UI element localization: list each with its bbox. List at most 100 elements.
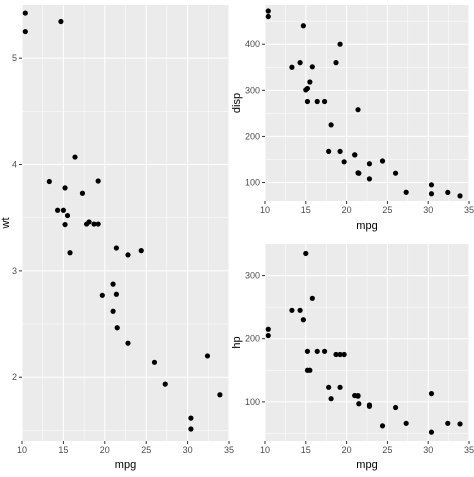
- data-point: [114, 325, 120, 331]
- data-point: [379, 423, 386, 429]
- x-tick-label: 10: [260, 205, 270, 215]
- data-point: [297, 60, 303, 66]
- data-point: [113, 245, 119, 251]
- x-tick-label: 10: [260, 445, 270, 455]
- data-point: [326, 384, 332, 390]
- data-point: [341, 159, 347, 165]
- x-tick-label: 15: [301, 445, 311, 455]
- data-point: [188, 426, 194, 432]
- y-axis-title: disp: [231, 93, 243, 113]
- data-point: [303, 250, 309, 257]
- x-tick-label: 25: [382, 205, 392, 215]
- y-tick-label: 2: [12, 372, 17, 382]
- data-point: [445, 420, 451, 426]
- data-point: [304, 348, 311, 354]
- data-point: [162, 381, 168, 387]
- data-point: [445, 189, 451, 195]
- data-point: [304, 367, 311, 373]
- data-point: [303, 87, 309, 93]
- data-point: [379, 158, 386, 164]
- data-point: [333, 60, 339, 66]
- x-axis-title: mpg: [115, 459, 136, 471]
- data-point: [62, 185, 68, 191]
- data-point: [79, 190, 86, 196]
- data-point: [428, 182, 435, 188]
- data-point: [91, 221, 97, 227]
- data-point: [326, 148, 332, 154]
- y-tick-label: 100: [245, 397, 260, 407]
- y-axis-title: wt: [0, 218, 12, 230]
- x-tick-label: 30: [423, 445, 433, 455]
- data-point: [113, 291, 119, 297]
- data-point: [151, 359, 158, 365]
- data-point: [265, 326, 271, 332]
- x-tick-label: 35: [464, 205, 474, 215]
- data-point: [328, 122, 334, 128]
- disp-panel: 10 15 20 25 30 35 100 200 300 400 mpg disp: [231, 5, 474, 232]
- data-point: [337, 148, 343, 154]
- x-tick-label: 30: [183, 445, 193, 455]
- x-tick-label: 15: [58, 445, 68, 455]
- x-axis-title: mpg: [356, 220, 377, 232]
- data-point: [204, 353, 211, 359]
- x-axis-title: mpg: [356, 459, 377, 471]
- data-point: [314, 348, 320, 354]
- data-point: [355, 393, 361, 399]
- hp-panel: 10 15 20 25 30 35 100 200 300 mpg hp: [231, 244, 474, 471]
- data-point: [355, 170, 361, 176]
- data-point: [392, 170, 399, 176]
- data-point: [95, 178, 101, 184]
- data-point: [83, 221, 90, 227]
- data-point: [95, 221, 101, 227]
- data-point: [428, 429, 435, 435]
- data-point: [403, 420, 409, 426]
- x-tick-label: 15: [301, 205, 311, 215]
- x-tick-label: 30: [423, 205, 433, 215]
- data-point: [321, 98, 328, 105]
- data-point: [297, 307, 303, 313]
- data-point: [366, 176, 373, 182]
- data-point: [110, 308, 116, 314]
- data-point: [333, 351, 339, 358]
- data-point: [337, 41, 343, 47]
- x-tick-label: 20: [342, 445, 352, 455]
- data-point: [99, 292, 105, 298]
- data-point: [110, 281, 116, 287]
- data-point: [67, 250, 73, 256]
- data-point: [58, 18, 64, 25]
- x-tick-label: 10: [17, 445, 27, 455]
- x-tick-label: 25: [382, 445, 392, 455]
- y-tick-label: 300: [245, 271, 260, 281]
- data-point: [22, 28, 28, 35]
- data-point: [62, 221, 68, 228]
- data-point: [457, 421, 463, 427]
- data-point: [72, 154, 78, 160]
- data-point: [300, 23, 306, 29]
- y-tick-label: 4: [12, 160, 17, 170]
- y-tick-label: 200: [245, 334, 260, 344]
- data-point: [188, 415, 194, 421]
- x-tick-label: 35: [224, 445, 234, 455]
- data-point: [289, 64, 295, 70]
- data-point: [321, 348, 328, 354]
- y-tick-label: 200: [245, 131, 260, 141]
- data-point: [337, 351, 343, 358]
- data-point: [366, 402, 373, 408]
- data-point: [60, 207, 66, 213]
- data-point: [138, 248, 144, 254]
- data-point: [392, 404, 399, 411]
- data-point: [125, 252, 131, 258]
- data-point: [366, 161, 373, 167]
- data-point: [352, 152, 358, 158]
- data-point: [22, 10, 28, 16]
- data-point: [64, 212, 71, 219]
- y-tick-label: 3: [12, 266, 17, 276]
- data-point: [356, 401, 362, 407]
- data-point: [328, 396, 334, 402]
- y-axis-title: hp: [231, 336, 243, 348]
- wt-panel: 10 15 20 25 30 35 2 3 4 5 mpg wt: [0, 5, 234, 471]
- data-point: [265, 332, 271, 339]
- data-point: [428, 391, 435, 397]
- data-point: [403, 189, 409, 195]
